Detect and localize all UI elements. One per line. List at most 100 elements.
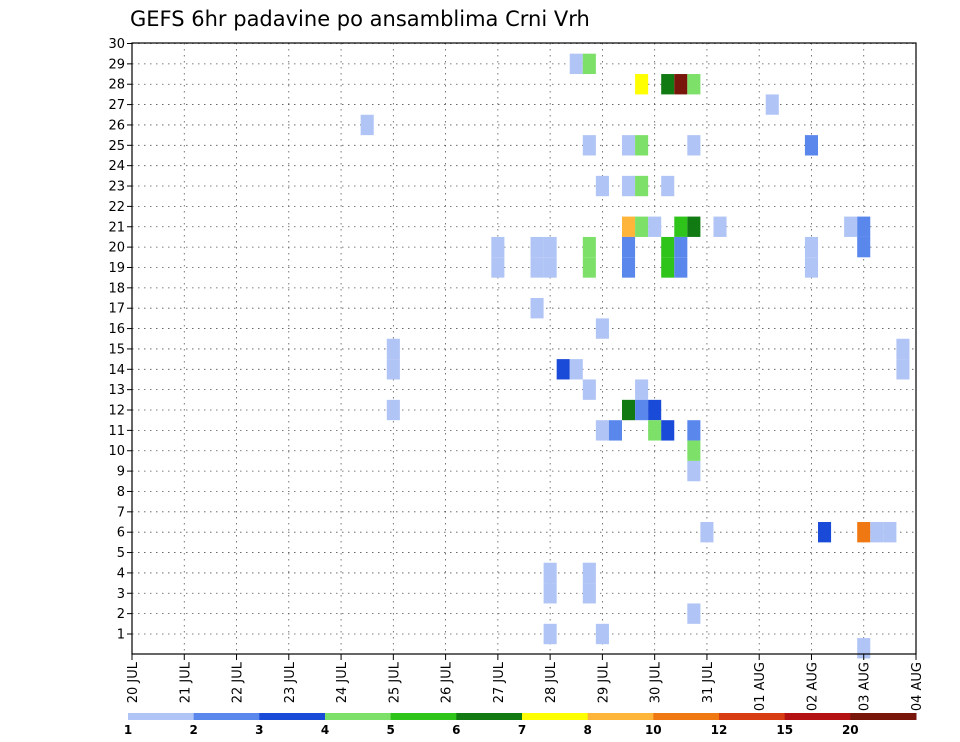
y-tick-label: 17 xyxy=(108,302,125,317)
data-cell xyxy=(622,236,636,258)
data-cell xyxy=(687,135,701,156)
colorbar-swatch xyxy=(850,713,917,720)
x-tick-label: 26 JUL xyxy=(440,661,455,703)
data-cell xyxy=(569,53,583,75)
data-cell xyxy=(713,216,727,237)
y-tick-label: 10 xyxy=(108,444,125,459)
data-cell xyxy=(661,420,675,441)
x-tick-label: 04 AUG xyxy=(910,662,925,711)
data-cell xyxy=(661,74,675,95)
data-cell xyxy=(530,257,544,278)
y-tick-label: 3 xyxy=(117,587,125,602)
colorbar-tick-label: 3 xyxy=(255,723,263,737)
data-cell xyxy=(635,379,649,400)
colorbar-swatch xyxy=(456,713,523,720)
data-cell xyxy=(386,359,400,380)
y-tick-label: 29 xyxy=(108,57,125,72)
data-cell xyxy=(648,216,662,237)
y-tick-label: 24 xyxy=(108,159,125,174)
y-tick-label: 4 xyxy=(117,566,125,581)
y-tick-label: 14 xyxy=(108,363,125,378)
data-cell xyxy=(674,236,688,258)
colorbar-swatch xyxy=(587,713,654,720)
x-tick-label: 29 JUL xyxy=(596,661,611,703)
data-cell xyxy=(386,338,400,360)
y-tick-label: 23 xyxy=(108,180,125,195)
data-cell xyxy=(804,236,818,258)
chart-title: GEFS 6hr padavine po ansamblima Crni Vrh xyxy=(130,7,590,31)
colorbar-tick-label: 20 xyxy=(842,723,859,737)
data-cell xyxy=(622,257,636,278)
colorbar-swatch xyxy=(128,713,195,720)
data-cell xyxy=(648,420,662,441)
data-cell xyxy=(582,562,596,584)
y-tick-label: 28 xyxy=(108,78,125,93)
data-cell xyxy=(896,359,910,380)
y-tick-label: 26 xyxy=(108,118,125,133)
data-cell xyxy=(674,216,688,237)
x-tick-label: 31 JUL xyxy=(701,661,716,703)
x-axis: 20 JUL 21 JUL 22 JUL 23 JUL 24 JUL 25 JUL 26 J… xyxy=(126,654,925,711)
colorbar-tick-label: 10 xyxy=(645,723,662,737)
data-cell xyxy=(661,175,675,197)
x-tick-label: 20 JUL xyxy=(126,661,141,703)
y-tick-label: 13 xyxy=(108,383,125,398)
y-tick-label: 5 xyxy=(117,546,125,561)
data-cell xyxy=(661,257,675,278)
data-cell xyxy=(595,420,609,441)
colorbar-swatch xyxy=(653,713,720,720)
y-axis: 1234567891011121314151617181920212223242… xyxy=(108,37,132,643)
data-cell xyxy=(765,94,779,115)
data-cell xyxy=(556,359,570,380)
data-cell xyxy=(595,175,609,197)
data-cell xyxy=(635,175,649,197)
colorbar-swatch xyxy=(784,713,851,720)
data-cell xyxy=(595,623,609,645)
x-tick-label: 02 AUG xyxy=(806,662,821,711)
y-tick-label: 18 xyxy=(108,281,125,296)
data-cell xyxy=(622,135,636,156)
data-cell xyxy=(818,522,832,543)
colorbar-tick-label: 1 xyxy=(124,723,132,737)
data-cell xyxy=(635,399,649,421)
colorbar-tick-label: 7 xyxy=(518,723,526,737)
data-cell xyxy=(543,623,557,645)
data-cell xyxy=(687,74,701,95)
y-tick-label: 25 xyxy=(108,139,125,154)
data-cell xyxy=(883,522,897,543)
data-cell xyxy=(582,379,596,400)
x-tick-label: 23 JUL xyxy=(283,661,298,703)
data-cell xyxy=(687,216,701,237)
y-tick-label: 12 xyxy=(108,404,125,419)
y-tick-label: 15 xyxy=(108,342,125,357)
grid xyxy=(132,43,916,654)
y-tick-label: 1 xyxy=(117,628,125,643)
data-cell xyxy=(804,257,818,278)
x-tick-label: 21 JUL xyxy=(178,661,193,703)
data-cell xyxy=(857,638,871,659)
data-cell xyxy=(491,236,505,258)
data-cell xyxy=(582,257,596,278)
colorbar: 1 2 3 4 5 6 7 8 10 12 15 20 xyxy=(124,713,917,737)
data-cell xyxy=(896,338,910,360)
colorbar-swatch xyxy=(193,713,260,720)
colorbar-tick-label: 6 xyxy=(452,723,460,737)
data-cell xyxy=(543,562,557,584)
colorbar-tick-label: 12 xyxy=(711,723,728,737)
colorbar-tick-label: 5 xyxy=(387,723,395,737)
y-tick-label: 21 xyxy=(108,220,125,235)
colorbar-swatch xyxy=(522,713,589,720)
data-cell xyxy=(530,236,544,258)
x-tick-label: 30 JUL xyxy=(649,661,664,703)
data-cell xyxy=(857,216,871,237)
x-tick-label: 28 JUL xyxy=(544,661,559,703)
data-cell xyxy=(622,216,636,237)
data-cell xyxy=(870,522,884,543)
data-cell xyxy=(857,236,871,258)
data-cell xyxy=(804,135,818,156)
colorbar-tick-label: 4 xyxy=(321,723,329,737)
data-cell xyxy=(491,257,505,278)
x-tick-label: 25 JUL xyxy=(387,661,402,703)
data-cell xyxy=(635,216,649,237)
y-tick-label: 22 xyxy=(108,200,125,215)
